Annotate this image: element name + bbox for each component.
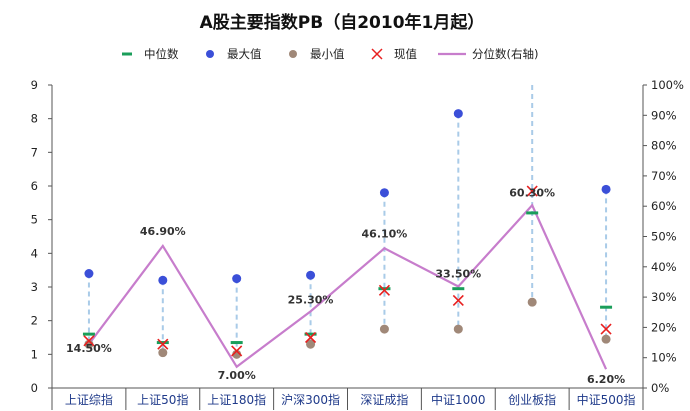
legend-label: 中位数 — [144, 47, 179, 61]
chart-title: A股主要指数PB（自2010年1月起） — [200, 12, 485, 33]
min-value-dot — [601, 334, 611, 344]
y2-tick-label: 90% — [651, 108, 677, 122]
x-tick-label: 中证500指 — [577, 392, 636, 407]
max-value-dot — [379, 188, 389, 198]
y2-tick-label: 50% — [651, 230, 677, 244]
y-tick-label: 9 — [31, 78, 38, 92]
x-tick-label: 上证50指 — [137, 392, 188, 407]
percentile-line — [88, 203, 608, 370]
current-value-x — [452, 294, 464, 307]
y2-tick-label: 70% — [651, 169, 677, 183]
x-tick-label: 上证综指 — [65, 392, 113, 407]
legend-item: 最小值 — [289, 47, 345, 61]
max-value-dot — [84, 269, 94, 279]
current-value-x — [157, 338, 169, 350]
axes: 01234567890%10%20%30%40%50%60%70%80%90%1… — [31, 78, 684, 410]
x-tick-label: 中证1000 — [431, 392, 486, 407]
legend-label: 最小值 — [310, 47, 345, 61]
y2-tick-label: 60% — [651, 199, 677, 213]
y2-tick-label: 40% — [651, 260, 677, 274]
y-tick-label: 1 — [31, 347, 38, 361]
percentile-data-label: 25.30% — [288, 293, 334, 306]
y-tick-label: 8 — [31, 112, 38, 126]
y2-tick-label: 20% — [651, 320, 677, 334]
legend-label: 最大值 — [227, 47, 262, 61]
y2-tick-label: 0% — [651, 381, 669, 395]
range-lines — [87, 85, 608, 355]
y-tick-label: 3 — [31, 280, 38, 294]
y2-tick-label: 10% — [651, 351, 677, 365]
y2-tick-label: 30% — [651, 290, 677, 304]
percentile-data-label: 46.10% — [362, 227, 408, 240]
data-labels: 14.50% 46.90% 7.00% 25.30% 46.10% 33.50% 60.30… — [66, 186, 625, 386]
y-tick-label: 7 — [31, 145, 38, 159]
legend-x-swatch — [371, 48, 383, 60]
min-value-dot — [232, 349, 242, 359]
legend-dot-swatch — [206, 50, 214, 58]
y-tick-label: 2 — [31, 314, 38, 328]
max-value-dot — [601, 184, 611, 194]
y-tick-label: 4 — [31, 246, 38, 260]
percentile-data-label: 14.50% — [66, 342, 112, 355]
markers — [82, 109, 613, 359]
percentile-data-label: 33.50% — [435, 267, 481, 280]
x-tick-label: 上证180指 — [207, 392, 266, 407]
legend-item: 现值 — [371, 47, 417, 61]
legend-item: 中位数 — [122, 47, 179, 61]
x-tick-label: 深证成指 — [360, 392, 408, 407]
min-value-dot — [306, 339, 316, 349]
min-value-dot — [84, 339, 94, 349]
y-tick-label: 6 — [31, 179, 38, 193]
x-tick-label: 创业板指 — [508, 392, 556, 407]
min-value-dot — [379, 324, 389, 334]
y2-tick-label: 100% — [651, 78, 684, 92]
legend-label: 分位数(右轴) — [472, 47, 538, 61]
current-value-x — [378, 284, 391, 296]
y-tick-label: 0 — [31, 381, 38, 395]
min-value-dot — [527, 297, 537, 307]
percentile-series-line — [88, 203, 608, 370]
legend-item: 最大值 — [206, 47, 262, 61]
min-value-dot — [158, 348, 168, 358]
current-value-x — [600, 323, 612, 335]
max-value-dot — [232, 274, 242, 284]
percentile-data-label: 60.30% — [509, 186, 555, 199]
percentile-data-label: 7.00% — [218, 369, 256, 382]
x-tick-label: 沪深300指 — [281, 392, 340, 407]
legend: 中位数 最大值 最小值 现值 分位数(右轴) — [122, 47, 538, 61]
current-value-x — [83, 335, 95, 347]
max-value-dot — [306, 270, 316, 280]
max-value-dot — [158, 275, 168, 285]
percentile-data-label: 6.20% — [587, 373, 625, 386]
min-value-dot — [453, 324, 463, 334]
y-tick-label: 5 — [31, 213, 38, 227]
legend-item: 分位数(右轴) — [438, 47, 538, 61]
max-value-dot — [453, 109, 463, 119]
current-value-x — [231, 345, 243, 357]
y2-tick-label: 80% — [651, 139, 677, 153]
current-value-x — [304, 331, 317, 344]
percentile-data-label: 46.90% — [140, 225, 186, 238]
legend-dot-swatch — [289, 50, 297, 58]
current-value-x — [526, 185, 538, 197]
legend-label: 现值 — [394, 47, 417, 61]
